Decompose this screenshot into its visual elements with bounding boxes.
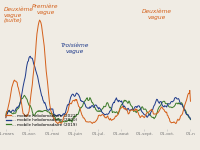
Text: Première
vague: Première vague <box>32 4 59 15</box>
Text: Troisième
vague: Troisième vague <box>61 43 89 54</box>
Legend: ... mobile hebdomadaire (2021), ... mobile hebdomadaire (2020), ... mobile hebdo: ... mobile hebdomadaire (2021), ... mobi… <box>6 114 77 127</box>
Text: Deuxième
vague
(suite): Deuxième vague (suite) <box>4 7 34 23</box>
Text: Deuxième
vague: Deuxième vague <box>142 9 172 20</box>
